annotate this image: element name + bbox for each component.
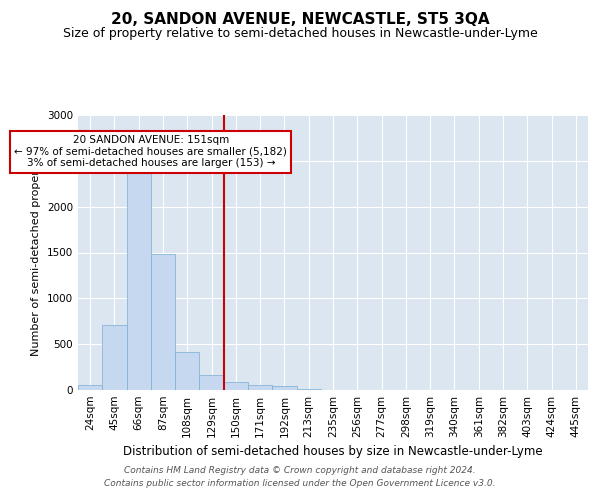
Bar (78, 386, 102, 390)
Bar (102, 325, 127, 390)
Bar (199, 376, 224, 390)
Bar (272, 386, 296, 390)
Bar (296, 389, 321, 390)
Bar (224, 382, 248, 390)
Text: 20 SANDON AVENUE: 151sqm
← 97% of semi-detached houses are smaller (5,182)
3% of: 20 SANDON AVENUE: 151sqm ← 97% of semi-d… (14, 135, 287, 168)
Bar (248, 384, 272, 390)
Text: 20, SANDON AVENUE, NEWCASTLE, ST5 3QA: 20, SANDON AVENUE, NEWCASTLE, ST5 3QA (110, 12, 490, 28)
Bar (127, 172, 151, 390)
Text: Contains HM Land Registry data © Crown copyright and database right 2024.
Contai: Contains HM Land Registry data © Crown c… (104, 466, 496, 487)
X-axis label: Distribution of semi-detached houses by size in Newcastle-under-Lyme: Distribution of semi-detached houses by … (123, 446, 543, 458)
Bar (175, 352, 199, 390)
Y-axis label: Number of semi-detached properties: Number of semi-detached properties (31, 150, 41, 356)
Bar (151, 254, 175, 390)
Text: Size of property relative to semi-detached houses in Newcastle-under-Lyme: Size of property relative to semi-detach… (62, 28, 538, 40)
